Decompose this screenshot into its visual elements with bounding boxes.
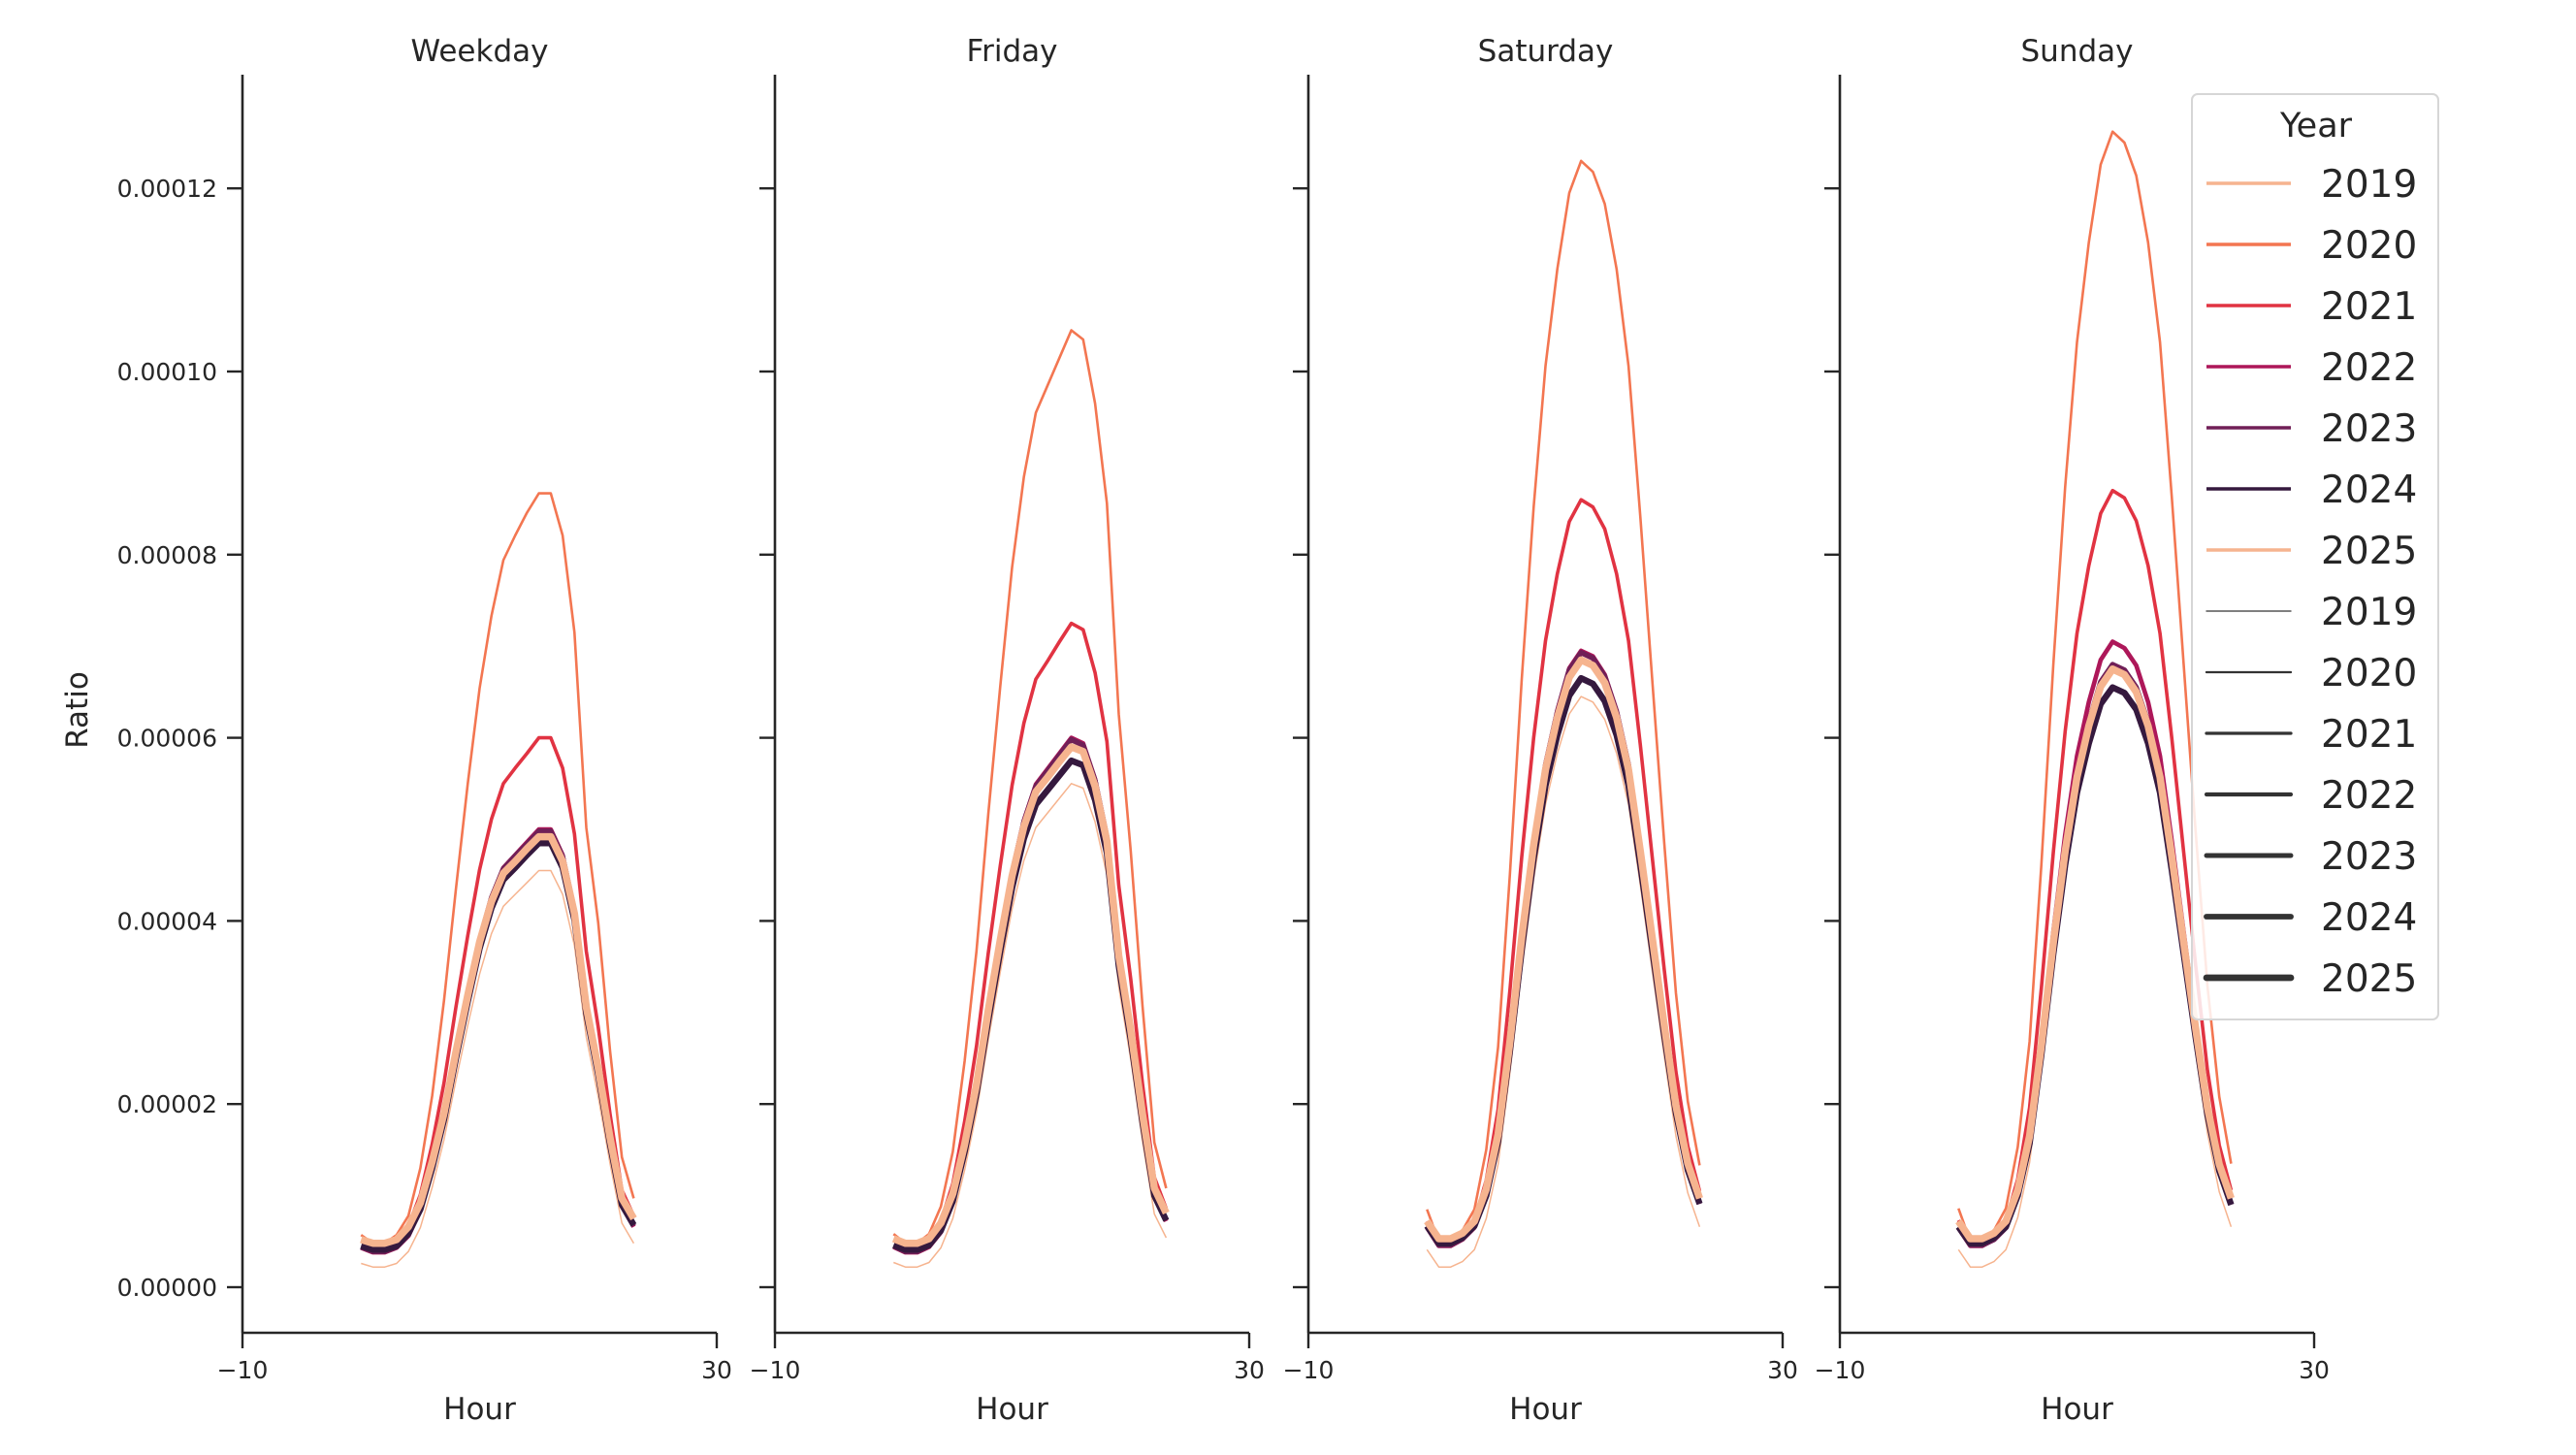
- legend-item-hue: 2023: [2206, 407, 2417, 451]
- panel-title: Sunday: [2021, 34, 2134, 69]
- y-tick-label: 0.00002: [117, 1090, 217, 1118]
- y-tick-label: 0.00008: [117, 541, 217, 569]
- x-tick-label: −10: [217, 1356, 269, 1384]
- panel-title: Friday: [967, 34, 1058, 69]
- legend-item-hue: 2025: [2206, 530, 2417, 573]
- series-line-2023: [1424, 650, 1703, 1248]
- series-line-2025: [1955, 665, 2235, 1243]
- legend: Year 2019 2020 2021 2022 2023 2024 2025 2019 2020…: [2191, 93, 2439, 1020]
- x-axis-label: Hour: [2041, 1392, 2113, 1427]
- x-tick-label: 30: [701, 1356, 732, 1384]
- legend-label: 2021: [2321, 285, 2417, 329]
- legend-label: 2020: [2321, 224, 2417, 268]
- legend-label: 2023: [2321, 407, 2417, 451]
- legend-label: 2022: [2321, 774, 2417, 818]
- series-line-2025: [1424, 656, 1703, 1243]
- legend-item-size: 2021: [2205, 713, 2417, 757]
- legend-frame: [2191, 93, 2439, 1020]
- series-line-2021: [360, 735, 636, 1248]
- legend-item-size: 2022: [2204, 774, 2417, 818]
- series-line-2019: [361, 869, 635, 1268]
- panel-sunday: Sunday −10 30 Hour: [1815, 34, 2330, 1427]
- legend-label: 2025: [2321, 530, 2417, 573]
- panel-saturday: Saturday −10 30 Hour: [1283, 34, 1798, 1427]
- series-line-2025: [360, 832, 637, 1247]
- x-tick-label: 30: [1767, 1356, 1798, 1384]
- legend-label: 2019: [2321, 163, 2417, 207]
- y-axis-label: Ratio: [60, 671, 95, 749]
- legend-item-size: 2019: [2206, 591, 2417, 634]
- legend-item-size: 2025: [2203, 957, 2417, 1001]
- y-tick-label: 0.00000: [117, 1274, 217, 1302]
- x-axis-label: Hour: [976, 1392, 1048, 1427]
- x-tick-label: 30: [2299, 1356, 2330, 1384]
- series-line-2022: [1425, 648, 1702, 1248]
- legend-item-hue: 2024: [2206, 469, 2417, 512]
- series-line-2020: [892, 329, 1168, 1245]
- x-tick-label: 30: [1234, 1356, 1265, 1384]
- y-tick-label: 0.00012: [117, 175, 217, 203]
- panel-friday: Friday −10 30 Hour: [750, 34, 1265, 1427]
- series-line-2025: [891, 743, 1170, 1247]
- legend-label: 2022: [2321, 346, 2417, 390]
- legend-item-hue: 2019: [2206, 163, 2417, 207]
- y-tick-label: 0.00006: [117, 725, 217, 753]
- legend-item-size: 2020: [2205, 652, 2417, 695]
- legend-label: 2019: [2321, 591, 2417, 634]
- x-tick-label: −10: [1283, 1356, 1335, 1384]
- legend-label: 2025: [2321, 957, 2417, 1001]
- panel-title: Weekday: [411, 34, 549, 69]
- x-tick-label: −10: [750, 1356, 801, 1384]
- legend-title: Year: [2279, 107, 2353, 146]
- legend-item-hue: 2021: [2206, 285, 2417, 329]
- x-axis-label: Hour: [1509, 1392, 1582, 1427]
- y-tick-label: 0.00010: [117, 358, 217, 386]
- panel-weekday: Weekday 0.00000 0.00002 0.00004 0.00006 0.000…: [60, 34, 732, 1427]
- y-tick-label: 0.00004: [117, 907, 217, 935]
- series-line-2020: [1957, 130, 2233, 1244]
- legend-item-hue: 2022: [2206, 346, 2417, 390]
- legend-item-size: 2024: [2204, 896, 2417, 940]
- legend-label: 2023: [2321, 835, 2417, 879]
- legend-label: 2024: [2321, 896, 2417, 940]
- x-axis-label: Hour: [443, 1392, 516, 1427]
- x-tick-label: −10: [1815, 1356, 1866, 1384]
- series-line-2021: [892, 621, 1169, 1248]
- panel-title: Saturday: [1478, 34, 1614, 69]
- legend-item-size: 2023: [2204, 835, 2417, 879]
- series-line-2021: [1956, 488, 2234, 1245]
- legend-item-hue: 2020: [2206, 224, 2417, 268]
- series-line-2019: [893, 783, 1168, 1268]
- legend-label: 2020: [2321, 652, 2417, 695]
- legend-label: 2021: [2321, 713, 2417, 757]
- series-line-2021: [1425, 498, 1702, 1245]
- series-line-2020: [1426, 159, 1701, 1244]
- legend-label: 2024: [2321, 469, 2417, 512]
- series-line-2020: [360, 492, 635, 1245]
